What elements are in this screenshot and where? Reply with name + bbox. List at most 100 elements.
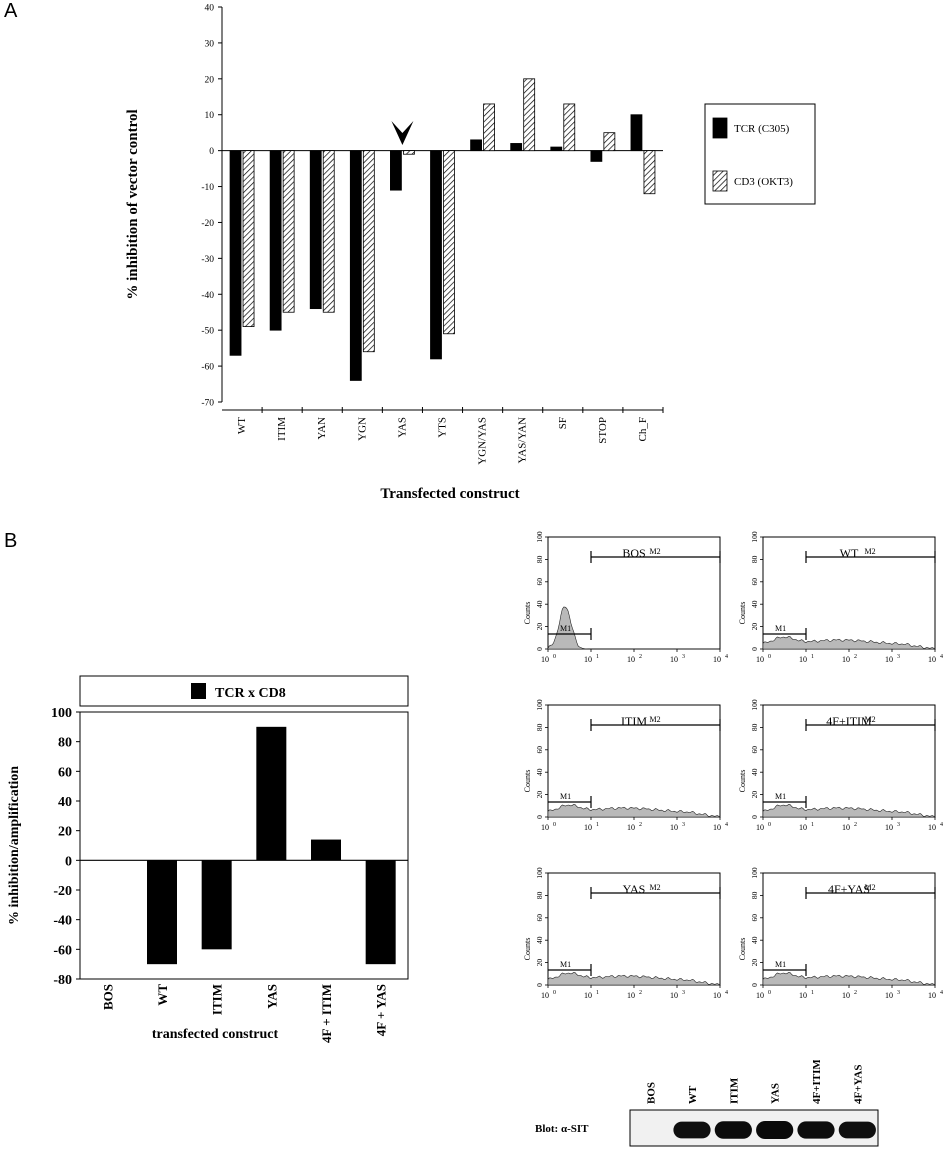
blot-lane-label: WT <box>687 1085 699 1104</box>
y-tick-label: -50 <box>201 327 214 337</box>
blot-lane-label: BOS <box>646 1082 658 1104</box>
marker-m2-label: M2 <box>865 547 876 556</box>
panel-a-label: A <box>4 0 18 22</box>
x-tick-label: 10 <box>842 991 850 1000</box>
legend-entry: TCR x CD8 <box>215 686 286 701</box>
y-tick-label: 20 <box>750 623 759 631</box>
y-tick-label: 0 <box>750 647 759 651</box>
x-tick-exponent: 0 <box>768 654 771 660</box>
x-tick-exponent: 1 <box>811 990 814 996</box>
x-tick-exponent: 4 <box>725 990 728 996</box>
x-tick-label: 10 <box>584 655 592 664</box>
x-tick-exponent: 4 <box>940 654 943 660</box>
bar-tcr <box>349 150 362 381</box>
blot-label: Blot: α-SIT <box>535 1123 589 1135</box>
marker-m1-bar <box>763 796 807 808</box>
y-tick-label: -20 <box>53 884 72 899</box>
x-tick-label: 10 <box>756 823 764 832</box>
y-tick-label: -40 <box>201 291 214 301</box>
y-tick-label: 0 <box>209 147 214 157</box>
blot-band <box>673 1121 711 1139</box>
marker-m1-label: M1 <box>775 624 786 633</box>
marker-m1-label: M1 <box>560 960 571 969</box>
x-tick-exponent: 3 <box>682 822 685 828</box>
y-tick-label: 40 <box>750 936 759 944</box>
x-axis-title: transfected construct <box>152 1027 279 1042</box>
bar-tcr-cd8 <box>256 726 287 861</box>
x-tick-label: 10 <box>756 991 764 1000</box>
y-tick-label: 40 <box>750 600 759 608</box>
x-tick-label: 10 <box>584 991 592 1000</box>
y-tick-label: 60 <box>750 578 759 586</box>
bar-tcr-cd8 <box>311 839 341 861</box>
x-tick-label: 10 <box>928 991 936 1000</box>
y-tick-label: -20 <box>201 219 214 229</box>
x-tick-label: 10 <box>627 991 635 1000</box>
bar-cd3 <box>362 150 375 353</box>
histogram-frame <box>762 704 936 818</box>
x-tick-label: 10 <box>928 823 936 832</box>
histogram-title: WT <box>840 546 859 560</box>
x-tick-label: 10 <box>713 991 721 1000</box>
marker-m1-label: M1 <box>560 624 571 633</box>
x-tick-exponent: 0 <box>553 990 556 996</box>
y-tick-label: 100 <box>750 867 759 879</box>
x-tick-label: 10 <box>799 655 807 664</box>
y-tick-label: 0 <box>535 983 544 987</box>
x-tick-label: 10 <box>885 991 893 1000</box>
y-tick-label: -30 <box>201 255 214 265</box>
x-tick-exponent: 2 <box>639 990 642 996</box>
bar-cd3 <box>523 78 536 152</box>
histogram-title: YAS <box>623 882 646 896</box>
y-tick-label: 20 <box>58 825 72 840</box>
y-tick-label: 100 <box>51 706 72 721</box>
y-tick-label: 40 <box>535 768 544 776</box>
y-tick-label: 100 <box>535 867 544 879</box>
histogram-title: ITIM <box>621 714 647 728</box>
y-tick-label: 20 <box>535 959 544 967</box>
histogram-curve <box>762 971 937 986</box>
x-tick-exponent: 1 <box>811 822 814 828</box>
blot-band <box>714 1121 752 1139</box>
y-tick-label: 20 <box>535 623 544 631</box>
x-tick-exponent: 2 <box>854 822 857 828</box>
x-tick-label: 4F + ITIM <box>319 984 334 1043</box>
y-tick-label: 0 <box>750 983 759 987</box>
x-tick-label: Ch_F <box>637 417 649 441</box>
x-tick-exponent: 0 <box>553 654 556 660</box>
x-tick-exponent: 1 <box>596 822 599 828</box>
y-tick-label: 40 <box>535 936 544 944</box>
x-tick-label: WT <box>236 417 248 434</box>
x-tick-label: 10 <box>756 655 764 664</box>
marker-m1-bar <box>548 628 592 640</box>
bar-cd3 <box>322 150 335 313</box>
legend-entry: TCR (C305) <box>734 123 790 135</box>
bar-tcr-cd8 <box>201 860 232 950</box>
y-tick-label: 60 <box>535 914 544 922</box>
legend-entry: CD3 (OKT3) <box>734 176 793 188</box>
marker-m2-label: M2 <box>650 547 661 556</box>
x-tick-label: ITIM <box>210 984 225 1015</box>
x-tick-exponent: 3 <box>897 990 900 996</box>
x-tick-exponent: 4 <box>725 822 728 828</box>
y-tick-label: 60 <box>535 578 544 586</box>
histogram-frame <box>547 536 721 650</box>
y-tick-label: 0 <box>535 647 544 651</box>
bar-tcr <box>229 150 242 356</box>
x-tick-label: 10 <box>928 655 936 664</box>
marker-m1-label: M1 <box>775 792 786 801</box>
marker-m2-label: M2 <box>650 715 661 724</box>
y-tick-label: 80 <box>750 555 759 563</box>
x-tick-label: 10 <box>799 991 807 1000</box>
bar-tcr <box>470 139 482 152</box>
y-tick-label: 40 <box>750 768 759 776</box>
y-tick-label: -80 <box>53 973 72 988</box>
x-tick-label: 10 <box>670 823 678 832</box>
bar-cd3 <box>242 150 255 327</box>
histogram-title: BOS <box>622 546 645 560</box>
y-tick-label: 80 <box>535 555 544 563</box>
